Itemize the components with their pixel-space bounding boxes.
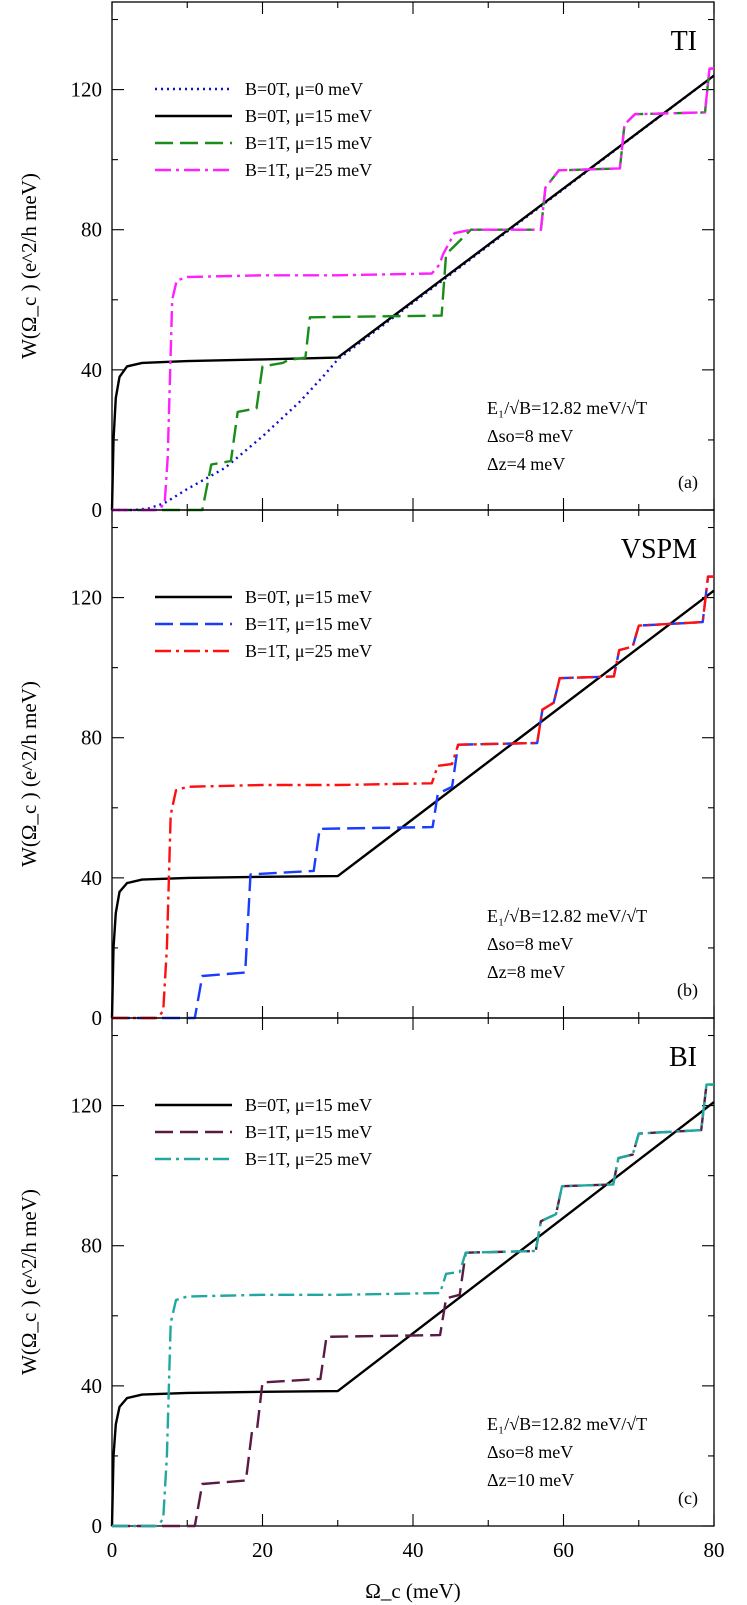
- x-tick-label: 20: [252, 1538, 273, 1562]
- series-line-0: [110, 1101, 715, 1527]
- legend-label: B=0T, μ=15 meV: [245, 106, 372, 126]
- series-line-2: [112, 1083, 714, 1528]
- x-tick-label: 0: [107, 1538, 118, 1562]
- annotation: E₁/√B=12.82 meV/√T: [487, 398, 647, 418]
- panel-label: (b): [677, 980, 698, 1001]
- panel-title: TI: [671, 26, 697, 57]
- y-tick-label: 0: [92, 1514, 103, 1538]
- x-tick-label: 40: [403, 1538, 424, 1562]
- annotation: Δz=4 meV: [487, 454, 565, 474]
- annotation: Δso=8 meV: [487, 426, 573, 446]
- legend-label: B=1T, μ=25 meV: [245, 1149, 372, 1169]
- y-tick-label: 120: [71, 586, 103, 610]
- y-tick-label: 0: [92, 498, 103, 522]
- annotation: E₁/√B=12.82 meV/√T: [487, 1414, 647, 1434]
- series-line-0: [112, 74, 715, 512]
- y-tick-label: 80: [81, 218, 102, 242]
- plot-frame: [111, 509, 715, 1019]
- legend-label: B=1T, μ=15 meV: [245, 1122, 372, 1142]
- y-tick-label: 40: [81, 1374, 102, 1398]
- x-axis-label: Ω_c (meV): [365, 1579, 460, 1603]
- panel-1: 0 40 80 120 B=0T, μ=15 meV B=1T, μ=15 meV B=1T…: [17, 509, 715, 1030]
- y-axis-label: W(Ω_c ) (e^2/h meV): [17, 681, 41, 867]
- annotation: Δz=8 meV: [487, 962, 565, 982]
- series-line-1: [112, 1083, 714, 1528]
- series-line-3: [112, 67, 714, 512]
- annotation: Δso=8 meV: [487, 1442, 573, 1462]
- legend-label: B=1T, μ=25 meV: [245, 641, 372, 661]
- y-tick-label: 0: [92, 1006, 103, 1030]
- x-tick-label: 80: [704, 1538, 725, 1562]
- legend-label: B=0T, μ=15 meV: [245, 587, 372, 607]
- y-tick-label: 80: [81, 1234, 102, 1258]
- annotation: E₁/√B=12.82 meV/√T: [487, 906, 647, 926]
- plot-frame: [111, 1017, 715, 1527]
- panel-label: (c): [678, 1488, 698, 1509]
- series-line-0: [110, 589, 715, 1019]
- y-axis-label: W(Ω_c ) (e^2/h meV): [17, 1189, 41, 1375]
- legend-label: B=1T, μ=15 meV: [245, 614, 372, 634]
- legend-label: B=0T, μ=15 meV: [245, 1095, 372, 1115]
- legend-label: B=1T, μ=25 meV: [245, 160, 372, 180]
- panel-title: VSPM: [621, 534, 697, 565]
- panel-title: BI: [669, 1042, 697, 1073]
- annotation: Δso=8 meV: [487, 934, 573, 954]
- legend-label: B=1T, μ=15 meV: [245, 133, 372, 153]
- x-tick-label: 60: [553, 1538, 574, 1562]
- y-tick-label: 120: [71, 1094, 103, 1118]
- y-tick-label: 40: [81, 358, 102, 382]
- panel-label: (a): [678, 472, 698, 493]
- series-line-1: [112, 575, 714, 1020]
- panel-2: 0 40 80 120 0 20 40 60 80 B=0T, μ=15 meV B=1T, μ=1…: [17, 1017, 725, 1603]
- panel-0: 0 40 80 120 B=0T, μ=0 meV B=0T, μ=15 meV B=1T,…: [17, 1, 715, 522]
- y-tick-label: 120: [71, 78, 103, 102]
- y-axis-label: W(Ω_c ) (e^2/h meV): [17, 173, 41, 359]
- series-line-2: [112, 575, 714, 1020]
- plot-frame: [111, 1, 715, 511]
- y-tick-label: 80: [81, 726, 102, 750]
- y-tick-label: 40: [81, 866, 102, 890]
- annotation: Δz=10 meV: [487, 1470, 574, 1490]
- legend-label: B=0T, μ=0 meV: [245, 79, 363, 99]
